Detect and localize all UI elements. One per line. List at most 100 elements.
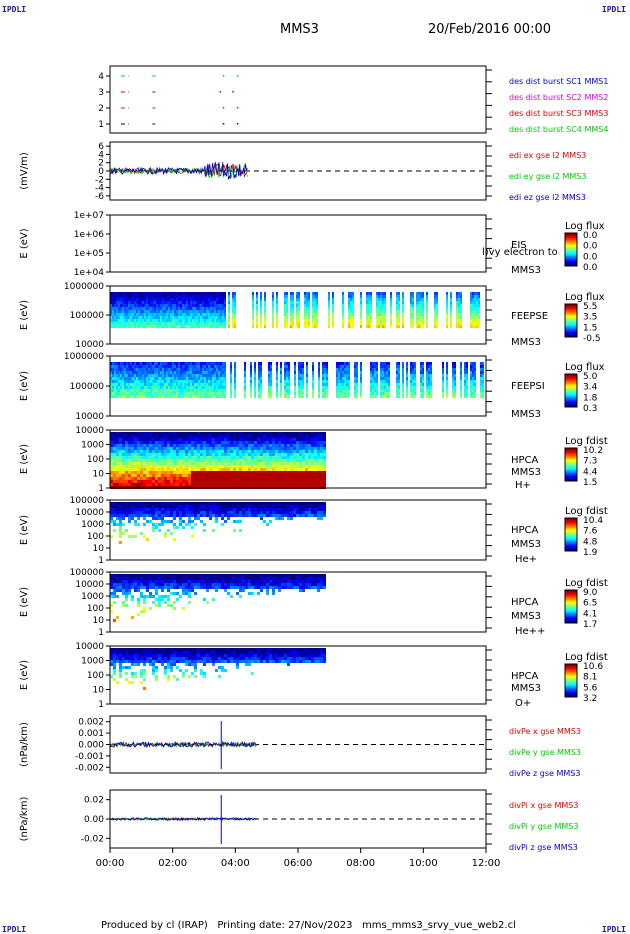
heat-cell — [158, 383, 160, 386]
heat-cell — [244, 377, 246, 380]
heat-cell — [452, 395, 454, 398]
heat-cell — [132, 307, 134, 310]
heat-cell — [288, 386, 290, 389]
heat-cell — [444, 322, 446, 325]
heat-cell — [292, 301, 294, 304]
heat-cell — [226, 325, 228, 328]
heat-cell — [302, 313, 304, 316]
heat-cell — [276, 316, 278, 319]
heat-cell — [378, 386, 380, 389]
heat-cell — [154, 301, 156, 304]
heat-cell — [168, 310, 170, 313]
heat-cell — [448, 292, 450, 295]
heat-cell — [137, 447, 140, 450]
heat-cell — [119, 447, 122, 450]
heat-cell — [346, 383, 348, 386]
heat-cell — [216, 298, 218, 301]
heat-cell — [272, 301, 274, 304]
heat-cell — [268, 380, 270, 383]
heat-cell — [390, 316, 392, 319]
heat-cell — [368, 298, 370, 301]
heat-cell — [148, 368, 150, 371]
heat-cell — [326, 322, 328, 325]
heat-cell — [268, 292, 270, 295]
heat-cell — [374, 392, 376, 395]
heat-cell — [370, 380, 372, 383]
heat-cell — [118, 316, 120, 319]
heat-cell — [426, 295, 428, 298]
heat-cell — [426, 380, 428, 383]
heat-cell — [362, 319, 364, 322]
heat-cell — [274, 316, 276, 319]
heat-cell — [306, 389, 308, 392]
heat-cell — [234, 316, 236, 319]
heat-cell — [132, 386, 134, 389]
heat-cell — [276, 298, 278, 301]
heat-cell — [258, 374, 260, 377]
heat-cell — [128, 465, 131, 468]
heat-cell — [234, 319, 236, 322]
heat-cell — [204, 383, 206, 386]
heat-cell — [122, 462, 125, 465]
heat-cell — [222, 316, 224, 319]
heat-cell — [242, 389, 244, 392]
heat-cell — [228, 392, 230, 395]
heat-cell — [256, 304, 258, 307]
heat-cell — [424, 389, 426, 392]
heat-cell — [240, 316, 242, 319]
heat-cell — [436, 310, 438, 313]
heat-cell — [330, 292, 332, 295]
heat-cell — [132, 365, 134, 368]
heat-cell — [192, 368, 194, 371]
heat-cell — [172, 292, 174, 295]
heat-cell — [432, 374, 434, 377]
heat-cell — [300, 322, 302, 325]
heat-cell — [142, 365, 144, 368]
heat-cell — [348, 386, 350, 389]
heat-cell — [274, 389, 276, 392]
heat-cell — [114, 304, 116, 307]
heat-cell — [446, 307, 448, 310]
heat-cell — [372, 292, 374, 295]
heat-cell — [136, 380, 138, 383]
heat-cell — [406, 319, 408, 322]
heat-cell — [274, 380, 276, 383]
heat-cell — [386, 322, 388, 325]
heat-cell — [328, 310, 330, 313]
heat-cell — [298, 377, 300, 380]
heat-cell — [244, 301, 246, 304]
heat-cell — [220, 362, 222, 365]
heat-cell — [280, 292, 282, 295]
heat-cell — [256, 371, 258, 374]
panel-frame — [109, 65, 487, 134]
heat-cell — [146, 374, 148, 377]
heat-cell — [426, 298, 428, 301]
heat-cell — [246, 322, 248, 325]
heat-cell — [128, 292, 130, 295]
heat-cell — [454, 383, 456, 386]
heat-cell — [440, 383, 442, 386]
heat-cell — [338, 374, 340, 377]
heat-cell — [420, 368, 422, 371]
heat-cell — [156, 380, 158, 383]
heat-cell — [376, 301, 378, 304]
heat-cell — [452, 310, 454, 313]
heat-cell — [172, 374, 174, 377]
heat-cell — [372, 368, 374, 371]
heat-cell — [131, 462, 134, 465]
heat-cell — [410, 380, 412, 383]
heat-cell — [186, 310, 188, 313]
heat-cell — [430, 386, 432, 389]
heat-cell — [264, 322, 266, 325]
heat-cell — [352, 325, 354, 328]
heat-cell — [216, 319, 218, 322]
heat-cell — [462, 298, 464, 301]
heat-cell — [214, 313, 216, 316]
heat-cell — [376, 362, 378, 365]
heat-cell — [142, 380, 144, 383]
corner-label-tl: IPDLI — [2, 5, 27, 14]
heat-cell — [302, 316, 304, 319]
heat-cell — [282, 362, 284, 365]
heat-cell — [210, 319, 212, 322]
heat-cell — [456, 383, 458, 386]
